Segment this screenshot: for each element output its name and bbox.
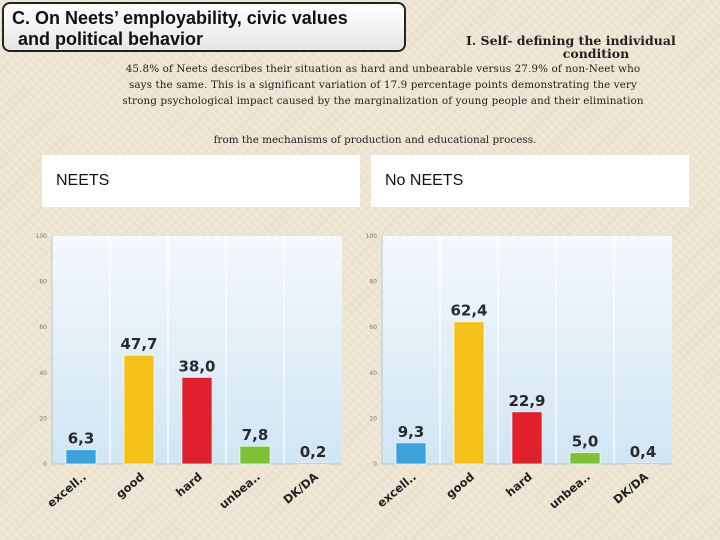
chart-svg-1: 0 20 40 60 80 100 6,3 excell.. 47,7 good 38,0 hard 7…	[36, 233, 342, 512]
slide-title: C. On Neets’ employability, civic values…	[2, 2, 406, 52]
y-tick-label: 60	[39, 324, 47, 331]
neets-chart-title: NEETS	[42, 155, 360, 207]
description-line-3: strong psychological impact caused by th…	[122, 95, 644, 107]
data-label: 0,2	[300, 443, 327, 461]
bar-unbea	[569, 452, 601, 465]
description-line-2: says the same. This is a significant var…	[128, 79, 638, 91]
category-label: DK/DA	[610, 470, 651, 507]
no-neets-chart-title: No NEETS	[371, 155, 689, 207]
slide-title-line-1: C. On Neets’ employability, civic values	[12, 8, 348, 28]
category-label: hard	[503, 470, 535, 500]
data-label: 5,0	[572, 433, 599, 451]
bar-dkda	[297, 462, 329, 465]
data-label: 0,4	[630, 443, 657, 461]
section-heading-line-2: condition	[562, 46, 630, 61]
y-tick-label: 100	[36, 233, 48, 240]
y-tick-label: 40	[369, 370, 377, 377]
chart-svg-2: 0 20 40 60 80 100 9,3 excell.. 62,4 good 22,9 hard 5…	[366, 233, 672, 512]
slide-title-line-2: and political behavior	[18, 29, 204, 49]
category-label: excell..	[44, 470, 89, 511]
bar-dkda	[627, 462, 659, 465]
bar-hard	[181, 376, 213, 465]
category-label: good	[443, 470, 477, 501]
y-tick-label: 80	[39, 279, 47, 286]
y-tick-label: 40	[39, 370, 47, 377]
data-label: 38,0	[178, 357, 215, 375]
category-label: unbea..	[546, 470, 592, 512]
neets-bar-chart: 0 20 40 60 80 100 6,3 excell.. 47,7 good 38,0 hard 7…	[32, 228, 350, 538]
data-label: 9,3	[398, 423, 425, 441]
category-label: excell..	[374, 470, 419, 511]
data-label: 6,3	[68, 430, 95, 448]
section-heading: I. Self- defining the individual conditi…	[466, 34, 716, 60]
data-label: 62,4	[450, 302, 487, 320]
data-label: 22,9	[508, 392, 545, 410]
y-tick-label: 60	[369, 324, 377, 331]
bar-good	[453, 321, 485, 465]
bar-excell	[395, 442, 427, 465]
y-tick-label: 80	[369, 279, 377, 286]
category-label: unbea..	[216, 470, 262, 512]
y-tick-label: 20	[369, 415, 377, 422]
description-paragraph: 45.8% of Neets describes their situation…	[46, 61, 720, 109]
bar-good	[123, 354, 155, 465]
data-label: 7,8	[242, 426, 269, 444]
section-heading-line-1: I. Self- defining the individual	[466, 33, 676, 48]
y-tick-label: 100	[366, 233, 378, 240]
bar-hard	[511, 411, 543, 465]
y-tick-label: 20	[39, 415, 47, 422]
description-line-1: 45.8% of Neets describes their situation…	[125, 63, 641, 75]
bar-unbea	[239, 445, 271, 465]
description-line-4: from the mechanisms of production and ed…	[213, 134, 537, 146]
no-neets-bar-chart: 0 20 40 60 80 100 9,3 excell.. 62,4 good 22,9 hard 5…	[362, 228, 680, 538]
y-tick-label: 0	[373, 461, 377, 468]
category-label: good	[113, 470, 147, 501]
data-label: 47,7	[120, 335, 157, 353]
category-label: hard	[173, 470, 205, 500]
category-label: DK/DA	[280, 470, 321, 507]
bar-excell	[65, 449, 97, 465]
y-tick-label: 0	[43, 461, 47, 468]
